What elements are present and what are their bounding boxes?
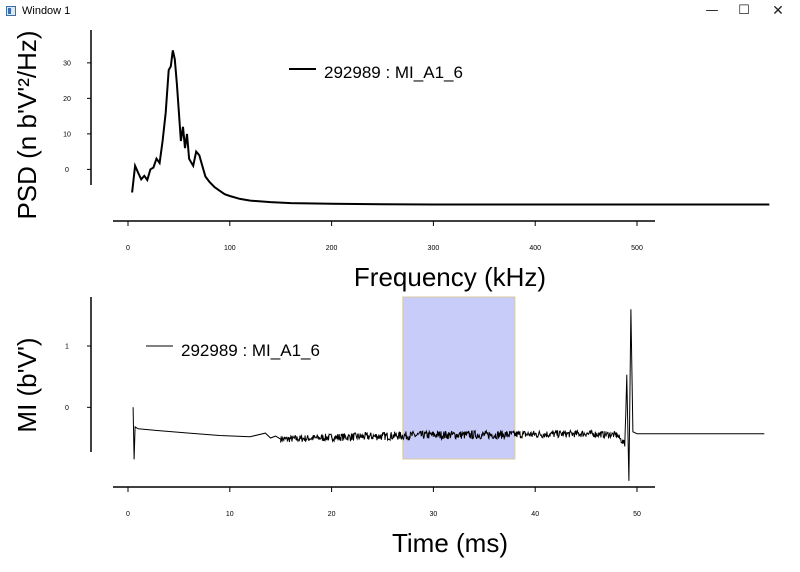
mi-y-axis-label: MI (b'V'): [12, 337, 42, 432]
psd-x-ticks: 0 100 200 300 400 500: [126, 221, 643, 252]
psd-x-axis-label: Frequency (kHz): [354, 262, 546, 292]
maximize-icon[interactable]: ☐: [738, 3, 750, 18]
psd-chart: 0 10 20 30 0 100 200 300 400 500 292989 : MI_A1_…: [12, 30, 770, 292]
y-tick-label: 0: [65, 167, 69, 174]
x-tick-label: 100: [224, 245, 236, 252]
x-tick-label: 200: [326, 245, 338, 252]
x-tick-label: 0: [126, 511, 130, 518]
window-title: Window 1: [22, 5, 71, 17]
plot-area: 0 10 20 30 0 100 200 300 400 500 292989 : MI_A1_…: [0, 22, 800, 567]
mi-series-line: [132, 309, 765, 481]
y-tick-label: 30: [63, 60, 71, 67]
x-tick-label: 500: [631, 245, 643, 252]
window-titlebar: Window 1 — ☐ ✕: [0, 0, 800, 22]
mi-highlight-region: [402, 296, 516, 460]
mi-legend-label: 292989 : MI_A1_6: [181, 341, 320, 360]
minimize-icon[interactable]: —: [705, 3, 719, 18]
app-window-icon: [6, 6, 16, 16]
y-tick-label: 1: [65, 344, 69, 351]
mi-y-ticks: 01: [65, 344, 91, 412]
x-tick-label: 40: [531, 511, 539, 518]
psd-y-axis-label: PSD (n b'V'²/Hz): [12, 30, 42, 219]
psd-series-line: [131, 50, 770, 206]
psd-legend-label: 292989 : MI_A1_6: [324, 63, 463, 82]
psd-y-ticks: 0 10 20 30: [63, 60, 91, 174]
close-icon[interactable]: ✕: [772, 3, 784, 19]
x-tick-label: 20: [328, 511, 336, 518]
mi-x-axis-label: Time (ms): [392, 528, 508, 558]
x-tick-label: 50: [633, 511, 641, 518]
x-tick-label: 300: [428, 245, 440, 252]
mi-x-ticks: 0 10 20 30 40 50: [126, 487, 641, 518]
mi-chart: 01 0 10 20 30 40 50 292989 : MI_A1_6 Time (ms…: [12, 296, 765, 558]
y-tick-label: 10: [63, 131, 71, 138]
x-tick-label: 0: [126, 245, 130, 252]
y-tick-label: 0: [65, 405, 69, 412]
x-tick-label: 400: [529, 245, 541, 252]
x-tick-label: 10: [226, 511, 234, 518]
x-tick-label: 30: [430, 511, 438, 518]
y-tick-label: 20: [63, 96, 71, 103]
